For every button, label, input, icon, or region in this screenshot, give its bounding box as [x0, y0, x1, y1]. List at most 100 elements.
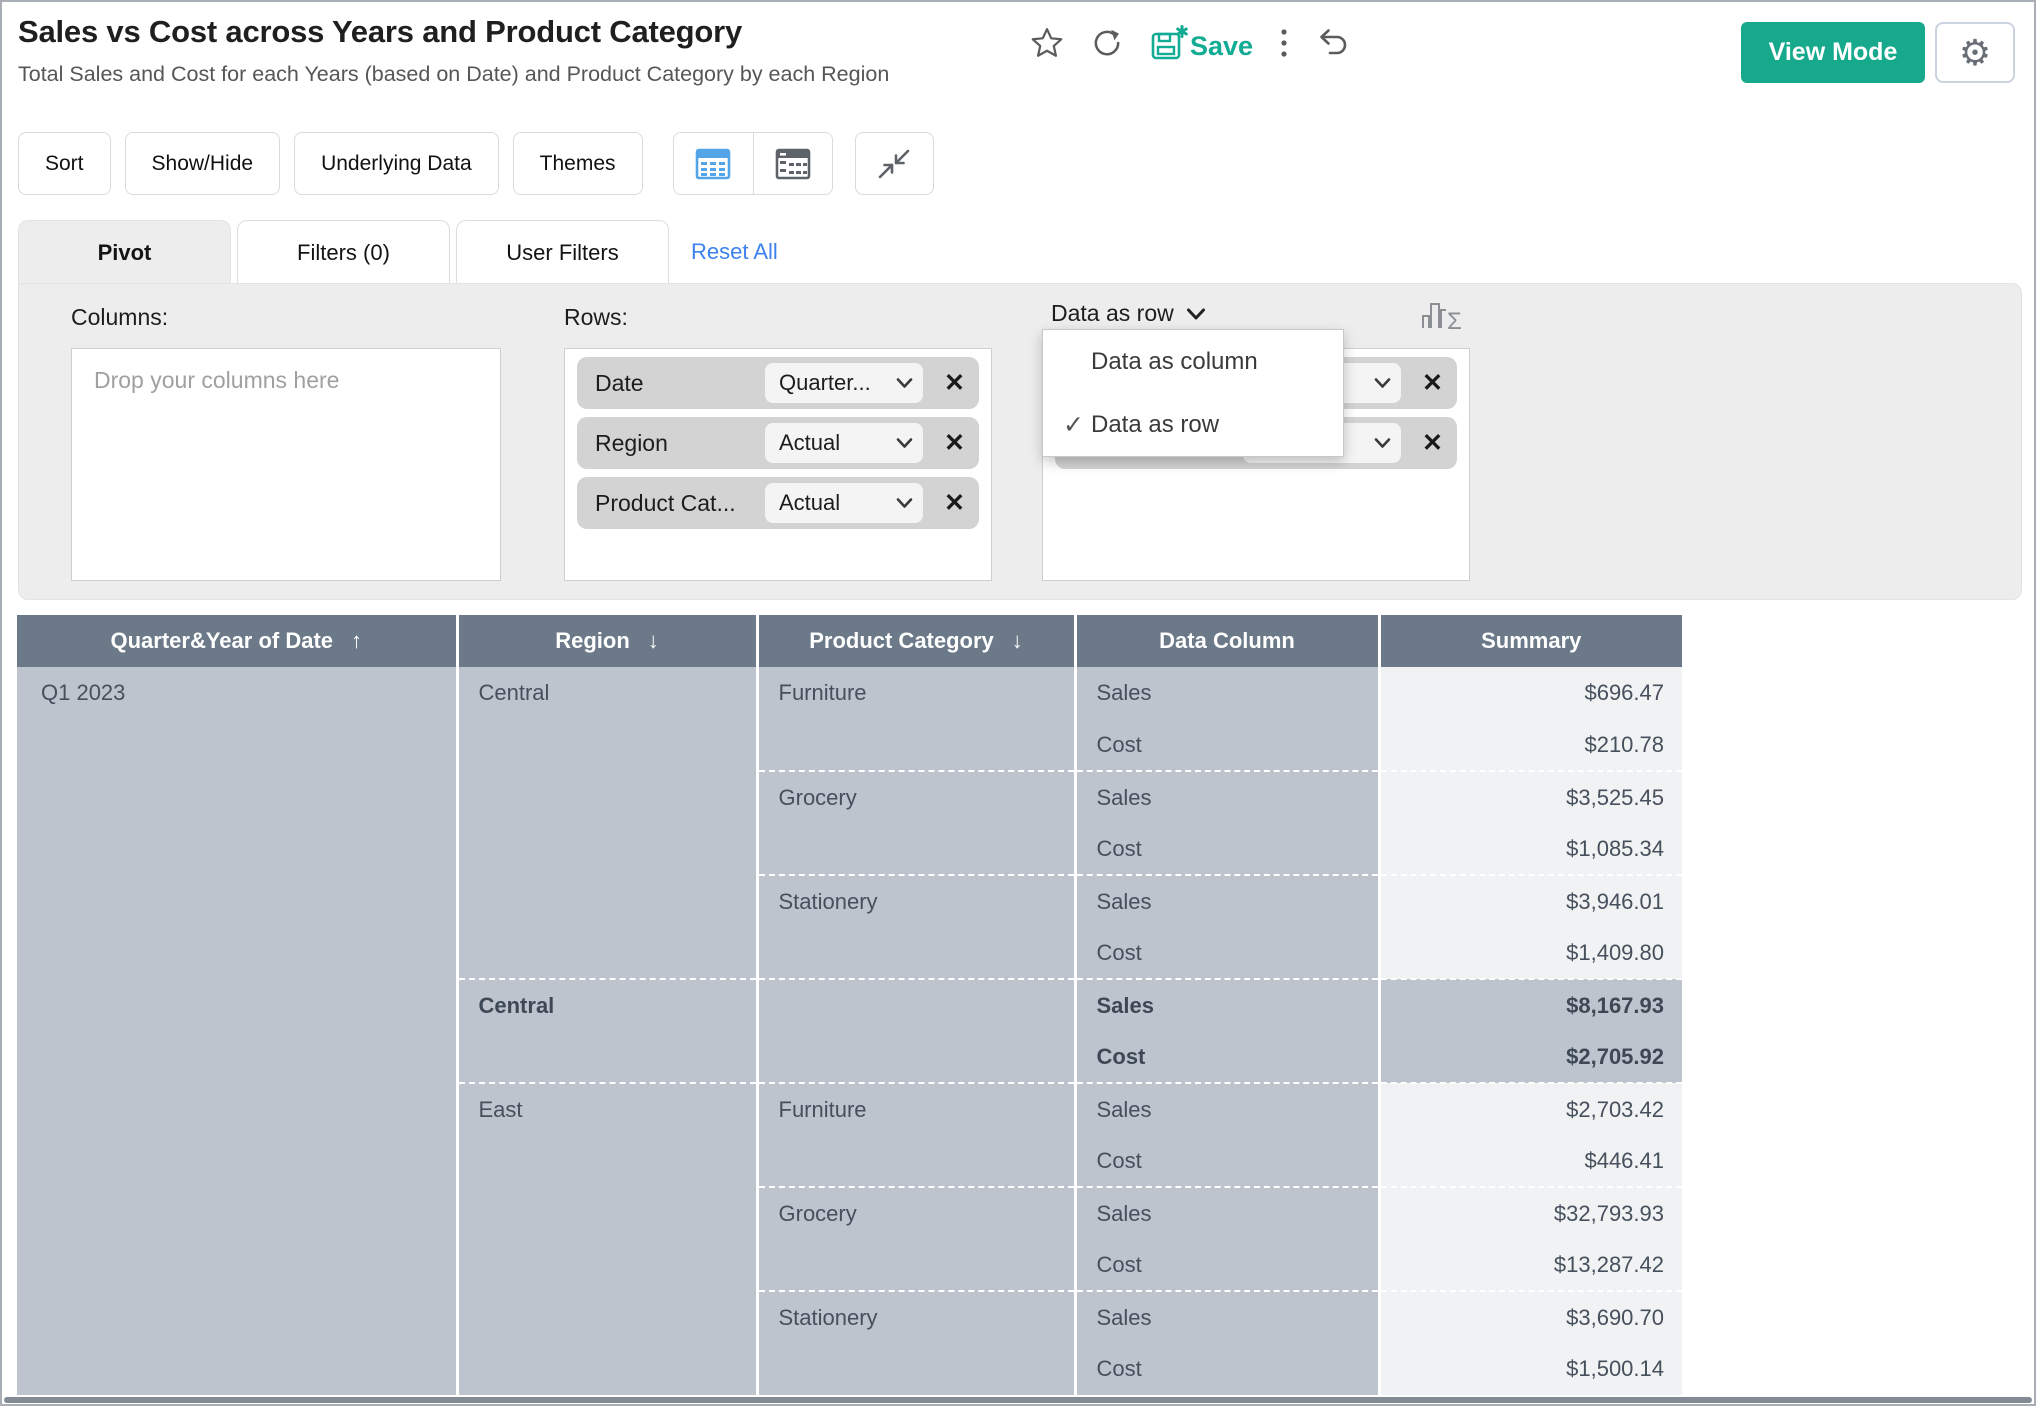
data-column-cell: Sales [1075, 1187, 1379, 1239]
horizontal-scrollbar[interactable] [4, 1397, 2032, 1403]
data-column-cell: Cost [1075, 927, 1379, 979]
sort-desc-icon: ↓ [1012, 628, 1023, 653]
data-mode-dropdown[interactable]: Data as row [1051, 300, 1206, 327]
data-column-cell: Cost [1075, 1031, 1379, 1083]
more-options-icon[interactable] [1279, 25, 1289, 61]
summary-function-icon[interactable]: Σ [1419, 298, 1469, 334]
tab-user-filters[interactable]: User Filters [456, 220, 669, 284]
gear-icon: ⚙ [1959, 35, 1991, 71]
remove-field-icon[interactable]: ✕ [944, 357, 965, 409]
pivot-table-container: Quarter&Year of Date↑Region↓Product Cate… [17, 615, 1682, 1395]
row-field-pill-date[interactable]: Date Quarter... ✕ [577, 357, 979, 409]
app-window: Sales vs Cost across Years and Product C… [0, 0, 2036, 1406]
summary-cell: $2,705.92 [1379, 1031, 1682, 1083]
collapse-panel-button[interactable] [855, 132, 934, 195]
category-cell: Grocery [757, 1187, 1075, 1291]
chevron-down-icon [1186, 307, 1206, 321]
data-column-cell: Sales [1075, 875, 1379, 927]
columns-drop-zone[interactable]: Drop your columns here [71, 348, 501, 581]
underlying-data-button[interactable]: Underlying Data [294, 132, 499, 195]
region-cell: East [457, 1083, 757, 1395]
tab-pivot[interactable]: Pivot [18, 220, 231, 284]
collapse-icon [875, 146, 913, 182]
region-cell: Central [457, 667, 757, 979]
menu-item-label: Data as row [1091, 411, 1219, 439]
category-cell: Grocery [757, 771, 1075, 875]
sort-button[interactable]: Sort [18, 132, 111, 195]
summary-cell: $3,690.70 [1379, 1291, 1682, 1343]
column-header-quarter-year-of-date[interactable]: Quarter&Year of Date ↑ [17, 615, 457, 667]
region-cell: Central [457, 979, 757, 1083]
pivot-table: Quarter&Year of Date↑Region↓Product Cate… [17, 615, 1682, 1395]
column-header-data-column[interactable]: Data Column [1075, 615, 1379, 667]
header-label: Quarter&Year of Date [110, 628, 333, 653]
column-header-summary[interactable]: Summary [1379, 615, 1682, 667]
menu-item-data-as-row[interactable]: ✓Data as row [1043, 393, 1343, 456]
category-cell: Furniture [757, 1083, 1075, 1187]
summary-cell: $1,409.80 [1379, 927, 1682, 979]
summary-cell: $32,793.93 [1379, 1187, 1682, 1239]
menu-item-data-as-column[interactable]: Data as column [1043, 330, 1343, 393]
field-function-select[interactable]: Actual [765, 483, 923, 523]
chevron-down-icon [896, 377, 913, 389]
summary-cell: $210.78 [1379, 719, 1682, 771]
remove-field-icon[interactable]: ✕ [1422, 357, 1443, 409]
field-name: Product Cat... [595, 477, 736, 529]
header-label: Product Category [809, 628, 994, 653]
summary-cell: $446.41 [1379, 1135, 1682, 1187]
refresh-icon[interactable] [1090, 26, 1124, 60]
summary-cell: $13,287.42 [1379, 1239, 1682, 1291]
tab-filters[interactable]: Filters (0) [237, 220, 450, 284]
title-actions: Save [1030, 20, 1351, 66]
settings-button[interactable]: ⚙ [1935, 22, 2015, 83]
category-cell: Stationery [757, 875, 1075, 979]
quarter-cell: Q1 2023 [17, 667, 457, 1395]
columns-placeholder: Drop your columns here [72, 349, 500, 412]
save-button[interactable]: Save [1150, 25, 1253, 61]
column-header-region[interactable]: Region ↓ [457, 615, 757, 667]
remove-field-icon[interactable]: ✕ [944, 477, 965, 529]
favorite-star-icon[interactable] [1030, 26, 1064, 60]
summary-cell: $1,085.34 [1379, 823, 1682, 875]
pivot-table-view-button[interactable] [753, 133, 832, 194]
chevron-down-icon [896, 437, 913, 449]
reset-all-link[interactable]: Reset All [691, 239, 778, 265]
table-row: Q1 2023CentralFurnitureSales$696.47 [17, 667, 1682, 719]
data-column-cell: Cost [1075, 823, 1379, 875]
columns-label: Columns: [71, 304, 168, 331]
column-header-product-category[interactable]: Product Category ↓ [757, 615, 1075, 667]
flat-table-icon [693, 146, 733, 182]
row-field-pill-region[interactable]: Region Actual ✕ [577, 417, 979, 469]
header-label: Region [555, 628, 630, 653]
remove-field-icon[interactable]: ✕ [1422, 417, 1443, 469]
data-column-cell: Cost [1075, 1135, 1379, 1187]
rows-drop-zone[interactable]: Date Quarter... ✕ Region Actual ✕ Produc… [564, 348, 992, 581]
view-mode-button[interactable]: View Mode [1741, 22, 1925, 83]
pivot-config-panel: Columns: Drop your columns here Rows: Da… [18, 283, 2022, 600]
rows-label: Rows: [564, 304, 628, 331]
summary-cell: $3,525.45 [1379, 771, 1682, 823]
undo-icon[interactable] [1315, 26, 1351, 60]
sort-desc-icon: ↓ [648, 628, 659, 653]
category-cell: Stationery [757, 1291, 1075, 1395]
show-hide-button[interactable]: Show/Hide [125, 132, 281, 195]
save-icon [1150, 25, 1188, 61]
themes-button[interactable]: Themes [513, 132, 643, 195]
chevron-down-icon [896, 497, 913, 509]
sort-asc-icon: ↑ [351, 628, 362, 653]
field-name: Region [595, 417, 668, 469]
field-function-select[interactable]: Quarter... [765, 363, 923, 403]
page-title: Sales vs Cost across Years and Product C… [18, 14, 742, 50]
pivot-table-icon [773, 146, 813, 182]
data-column-cell: Cost [1075, 1239, 1379, 1291]
table-view-toggle-group [673, 132, 833, 195]
field-function-select[interactable]: Actual [765, 423, 923, 463]
flat-table-view-button[interactable] [674, 133, 753, 194]
remove-field-icon[interactable]: ✕ [944, 417, 965, 469]
row-field-pill-product-category[interactable]: Product Cat... Actual ✕ [577, 477, 979, 529]
chevron-down-icon [1374, 377, 1391, 389]
save-label: Save [1190, 31, 1253, 61]
svg-text:Σ: Σ [1447, 308, 1462, 334]
summary-cell: $8,167.93 [1379, 979, 1682, 1031]
data-mode-menu: Data as column✓Data as row [1042, 329, 1344, 457]
